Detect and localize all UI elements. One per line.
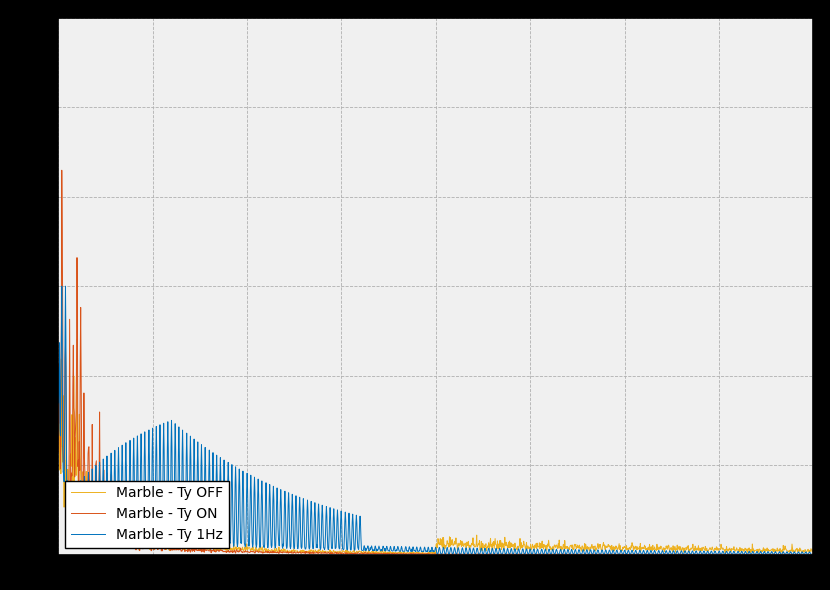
- Marble - Ty OFF: [120, 537, 130, 545]
- Legend: Marble - Ty OFF, Marble - Ty ON, Marble - Ty 1Hz: Marble - Ty OFF, Marble - Ty ON, Marble …: [65, 481, 229, 548]
- Marble - Ty OFF: [807, 546, 817, 553]
- Marble - Ty ON: [53, 448, 63, 455]
- Marble - Ty ON: [807, 550, 817, 558]
- Marble - Ty 1Hz: [73, 523, 83, 530]
- Marble - Ty 1Hz: [388, 548, 398, 555]
- Marble - Ty OFF: [707, 545, 717, 552]
- Marble - Ty OFF: [72, 336, 82, 343]
- Marble - Ty 1Hz: [808, 551, 818, 558]
- Marble - Ty ON: [56, 167, 66, 174]
- Marble - Ty OFF: [672, 547, 682, 554]
- Marble - Ty ON: [808, 551, 818, 558]
- Line: Marble - Ty ON: Marble - Ty ON: [58, 171, 813, 555]
- Marble - Ty 1Hz: [706, 548, 716, 555]
- Marble - Ty ON: [73, 463, 83, 470]
- Marble - Ty ON: [750, 551, 760, 558]
- Marble - Ty 1Hz: [806, 550, 816, 558]
- Marble - Ty OFF: [401, 550, 411, 558]
- Marble - Ty OFF: [808, 546, 818, 553]
- Marble - Ty OFF: [388, 550, 398, 557]
- Marble - Ty ON: [120, 522, 130, 529]
- Marble - Ty 1Hz: [808, 550, 818, 558]
- Line: Marble - Ty OFF: Marble - Ty OFF: [58, 339, 813, 554]
- Marble - Ty 1Hz: [56, 283, 66, 290]
- Marble - Ty 1Hz: [672, 547, 682, 554]
- Line: Marble - Ty 1Hz: Marble - Ty 1Hz: [58, 286, 813, 555]
- Marble - Ty OFF: [53, 386, 63, 393]
- Marble - Ty 1Hz: [120, 461, 130, 468]
- Marble - Ty OFF: [73, 470, 83, 477]
- Marble - Ty ON: [706, 551, 716, 558]
- Marble - Ty ON: [388, 550, 398, 557]
- Marble - Ty ON: [672, 550, 682, 558]
- Marble - Ty 1Hz: [53, 364, 63, 371]
